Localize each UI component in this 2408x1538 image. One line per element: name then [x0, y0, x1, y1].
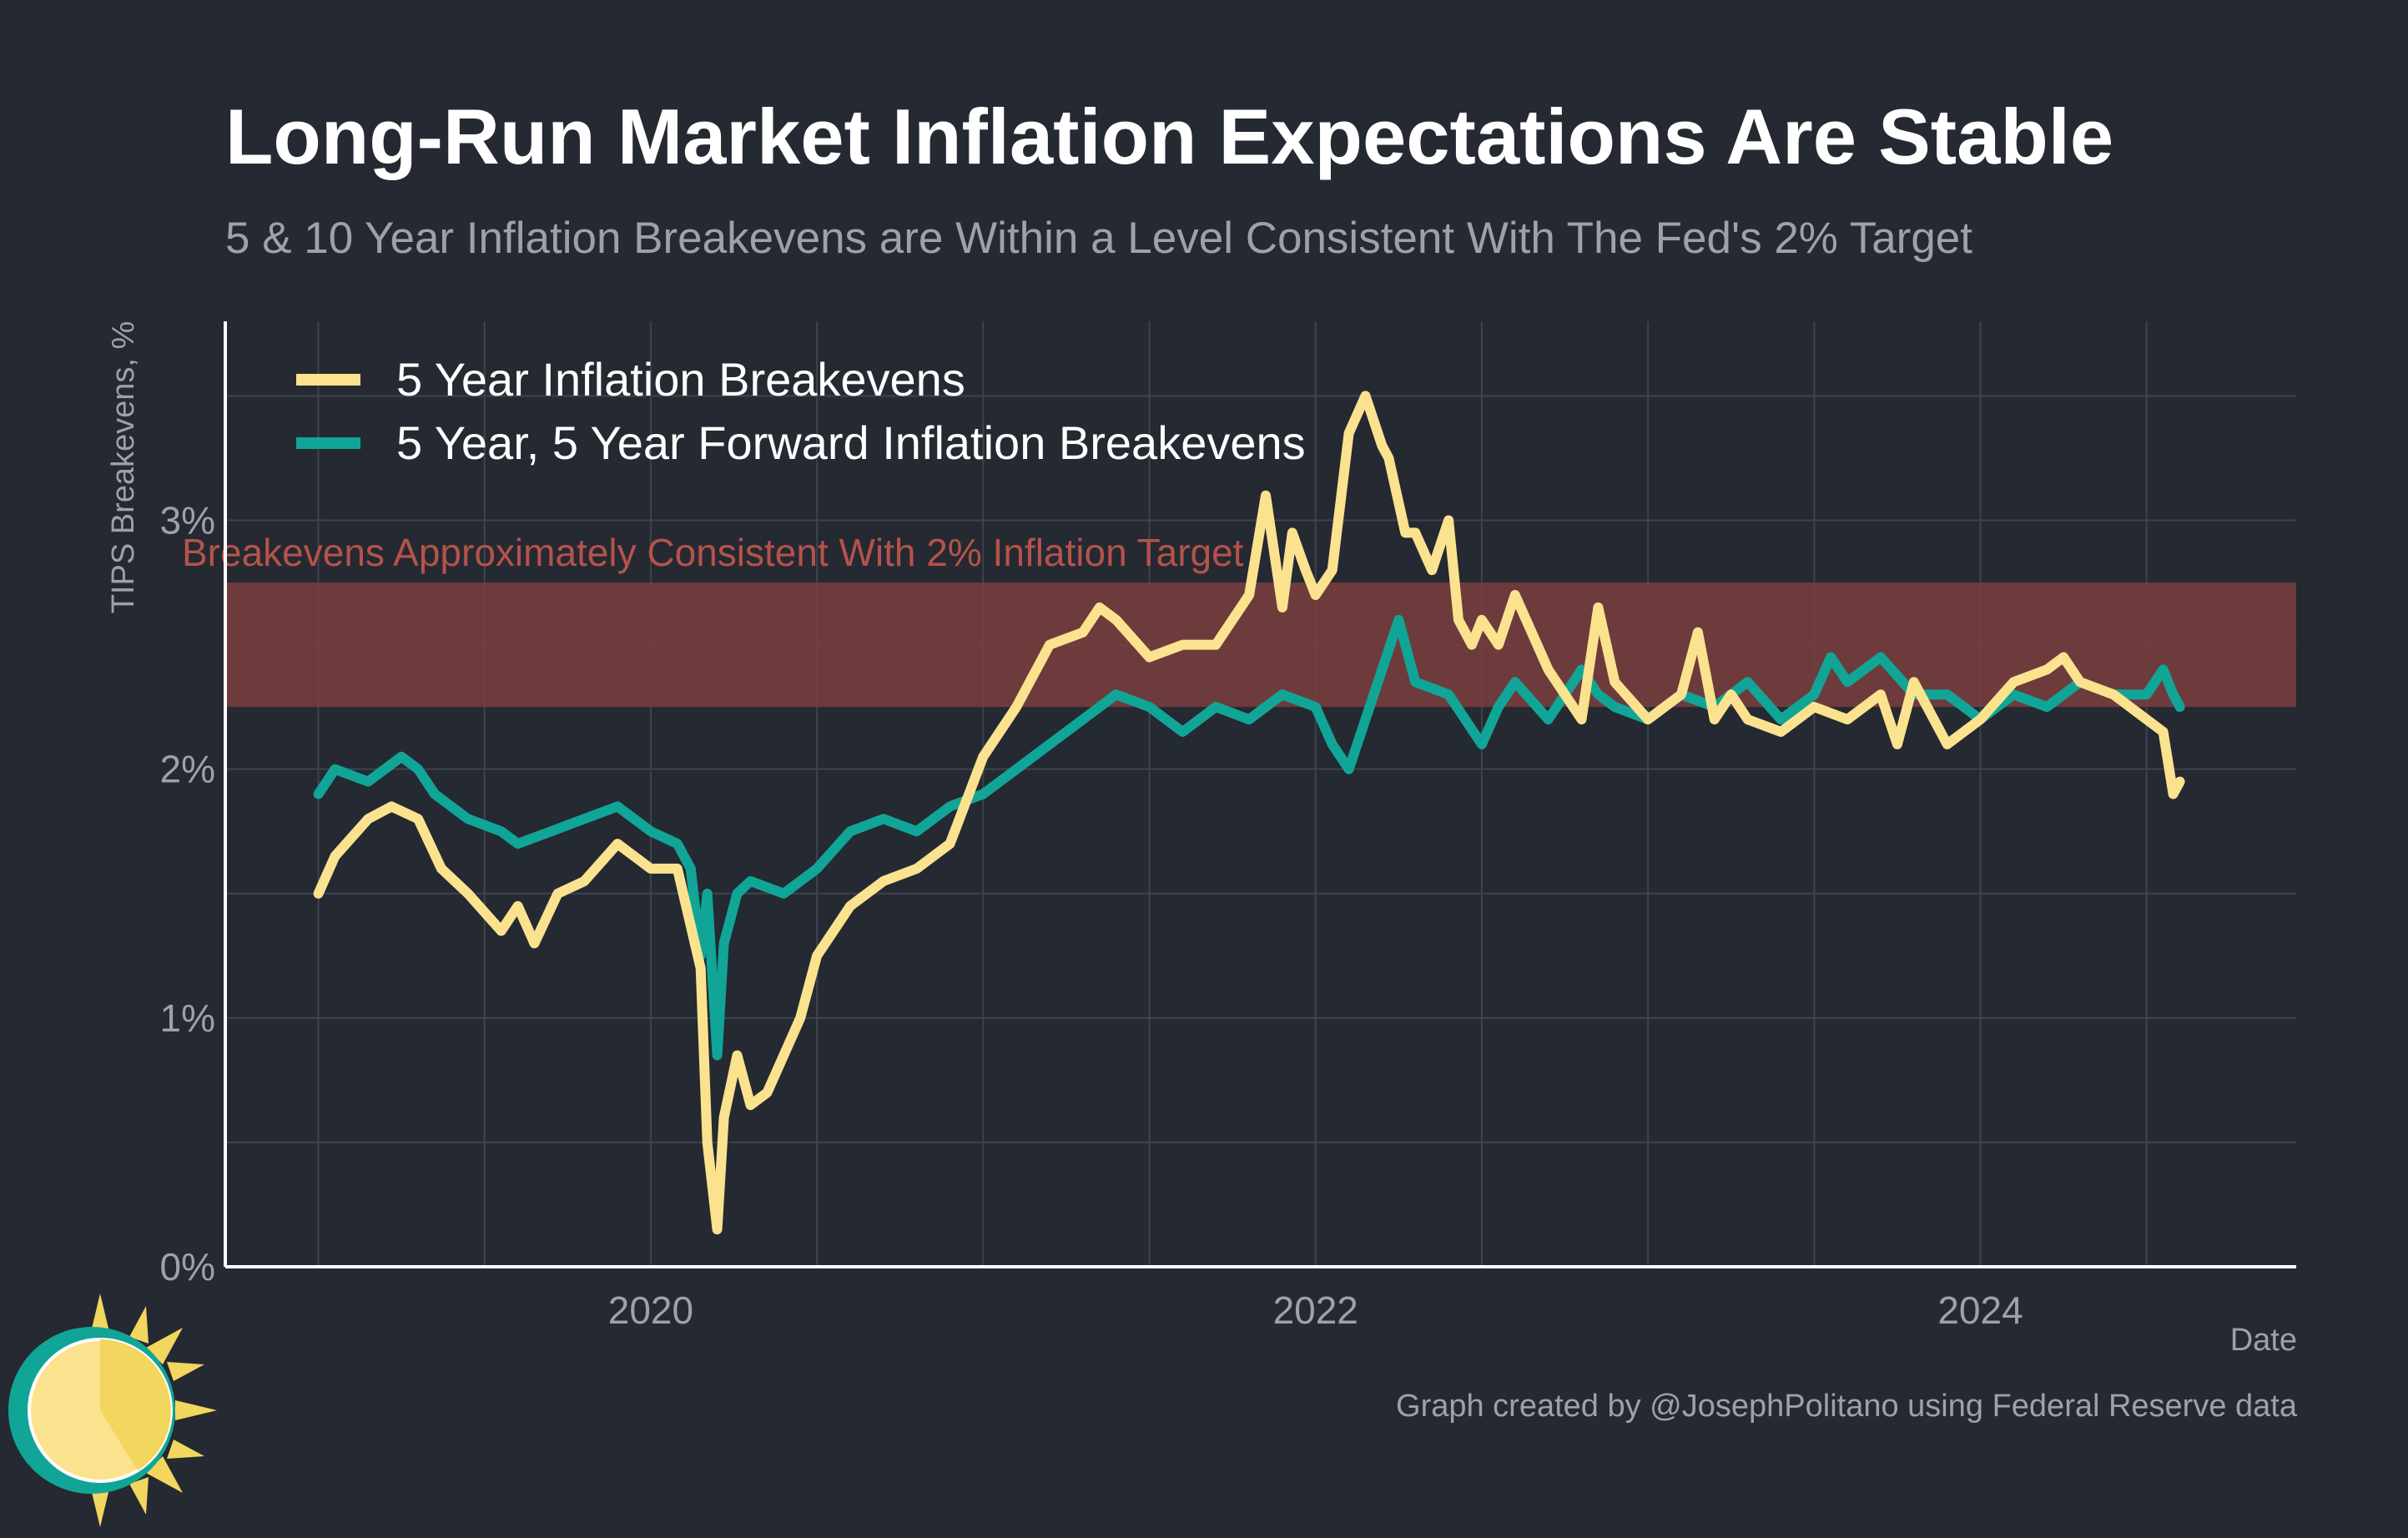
x-tick-label: 2024 — [1937, 1288, 2023, 1332]
credit-line: Graph created by @JosephPolitano using F… — [1396, 1389, 2297, 1424]
series-lines — [313, 391, 2185, 1235]
series-line-0 — [313, 391, 2185, 1235]
sun-logo-icon — [8, 1293, 217, 1527]
x-axis-label: Date — [2229, 1323, 2297, 1358]
y-axis-label: TIPS Breakevens, % — [106, 321, 141, 614]
target-band-label: Breakevens Approximately Consistent With… — [182, 531, 1244, 574]
axes — [224, 321, 2296, 1268]
y-tick-label: 0% — [160, 1245, 215, 1288]
legend-label-1: 5 Year, 5 Year Forward Inflation Breakev… — [396, 416, 1306, 469]
x-tick-label: 2020 — [608, 1288, 693, 1332]
y-tick-label: 3% — [160, 499, 215, 542]
x-tick-label: 2022 — [1273, 1288, 1358, 1332]
tick-labels: 0% 1% 2% 3% 2020 2022 2024 — [160, 499, 2023, 1332]
chart-subtitle: 5 & 10 Year Inflation Breakevens are Wit… — [225, 214, 1972, 263]
y-tick-label: 2% — [160, 748, 215, 791]
series-line-1 — [313, 614, 2185, 1061]
y-tick-label: 1% — [160, 996, 215, 1040]
legend-label-0: 5 Year Inflation Breakevens — [396, 353, 965, 406]
legend[interactable]: 5 Year Inflation Breakevens 5 Year, 5 Yea… — [296, 353, 1306, 469]
chart-title: Long-Run Market Inflation Expectations A… — [225, 93, 2114, 180]
target-band — [225, 582, 2296, 708]
